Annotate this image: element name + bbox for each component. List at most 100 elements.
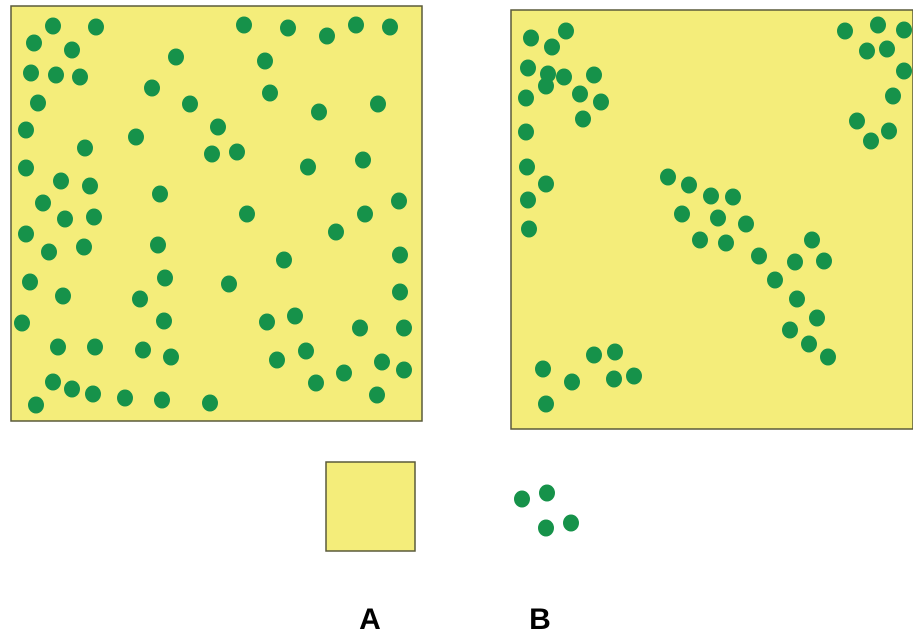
- dot: [308, 374, 324, 392]
- dot: [30, 94, 46, 112]
- dot: [352, 319, 368, 337]
- dot: [355, 151, 371, 169]
- dot: [804, 231, 820, 249]
- dot: [257, 52, 273, 70]
- dot: [328, 223, 344, 241]
- dot: [22, 273, 38, 291]
- dot: [396, 361, 412, 379]
- dot: [751, 247, 767, 265]
- dot: [348, 16, 364, 34]
- dot: [64, 41, 80, 59]
- dot: [396, 319, 412, 337]
- dot: [86, 208, 102, 226]
- dot: [262, 84, 278, 102]
- dot: [520, 59, 536, 77]
- dot: [544, 38, 560, 56]
- dot: [117, 389, 133, 407]
- dot: [896, 21, 912, 39]
- dot: [210, 118, 226, 136]
- dot: [135, 341, 151, 359]
- dot: [18, 159, 34, 177]
- dot: [538, 395, 554, 413]
- dot: [801, 335, 817, 353]
- dot: [41, 243, 57, 261]
- dot: [564, 373, 580, 391]
- dot: [57, 210, 73, 228]
- random-distribution-dots: [14, 16, 412, 414]
- dot: [535, 360, 551, 378]
- dot: [681, 176, 697, 194]
- dot: [298, 342, 314, 360]
- dot: [896, 62, 912, 80]
- clustered-distribution-dots: [518, 16, 912, 413]
- dot: [236, 16, 252, 34]
- dot: [77, 139, 93, 157]
- dot: [382, 18, 398, 36]
- dot: [820, 348, 836, 366]
- dot: [154, 391, 170, 409]
- dot: [357, 205, 373, 223]
- dot: [311, 103, 327, 121]
- dot: [370, 95, 386, 113]
- dot: [674, 205, 690, 223]
- dot: [55, 287, 71, 305]
- dot: [269, 351, 285, 369]
- dot: [87, 338, 103, 356]
- dot: [72, 68, 88, 86]
- dot: [35, 194, 51, 212]
- dot: [725, 188, 741, 206]
- dot: [132, 290, 148, 308]
- dot: [336, 364, 352, 382]
- dot: [538, 175, 554, 193]
- legend-yellow-square: [325, 461, 416, 552]
- dot: [319, 27, 335, 45]
- dot: [849, 112, 865, 130]
- dot: [586, 346, 602, 364]
- dot: [48, 66, 64, 84]
- dot: [287, 307, 303, 325]
- dot: [816, 252, 832, 270]
- label-a: A: [359, 603, 381, 634]
- dot: [45, 17, 61, 35]
- dot: [809, 309, 825, 327]
- dot: [391, 192, 407, 210]
- dot: [144, 79, 160, 97]
- dot: [280, 19, 296, 37]
- dot: [518, 123, 534, 141]
- dot: [14, 314, 30, 332]
- dot: [229, 143, 245, 161]
- dot: [660, 168, 676, 186]
- legend-dot-cluster: [514, 484, 579, 537]
- dot: [26, 34, 42, 52]
- legend-dot: [563, 514, 579, 532]
- dot: [521, 220, 537, 238]
- label-b: B: [529, 603, 551, 634]
- dot: [23, 64, 39, 82]
- dot: [45, 373, 61, 391]
- dot: [239, 205, 255, 223]
- dot: [692, 231, 708, 249]
- dot: [859, 42, 875, 60]
- dot: [392, 246, 408, 264]
- legend-dot: [538, 519, 554, 537]
- dot: [626, 367, 642, 385]
- dot: [157, 269, 173, 287]
- dot: [556, 68, 572, 86]
- dot: [259, 313, 275, 331]
- dot: [18, 121, 34, 139]
- dot: [523, 29, 539, 47]
- dot: [586, 66, 602, 84]
- legend-dot: [539, 484, 555, 502]
- dot: [789, 290, 805, 308]
- dot: [538, 77, 554, 95]
- dot: [204, 145, 220, 163]
- dot: [881, 122, 897, 140]
- dot: [738, 215, 754, 233]
- dot: [18, 225, 34, 243]
- dot: [863, 132, 879, 150]
- dot: [703, 187, 719, 205]
- dot: [767, 271, 783, 289]
- dot: [520, 191, 536, 209]
- dot: [710, 209, 726, 227]
